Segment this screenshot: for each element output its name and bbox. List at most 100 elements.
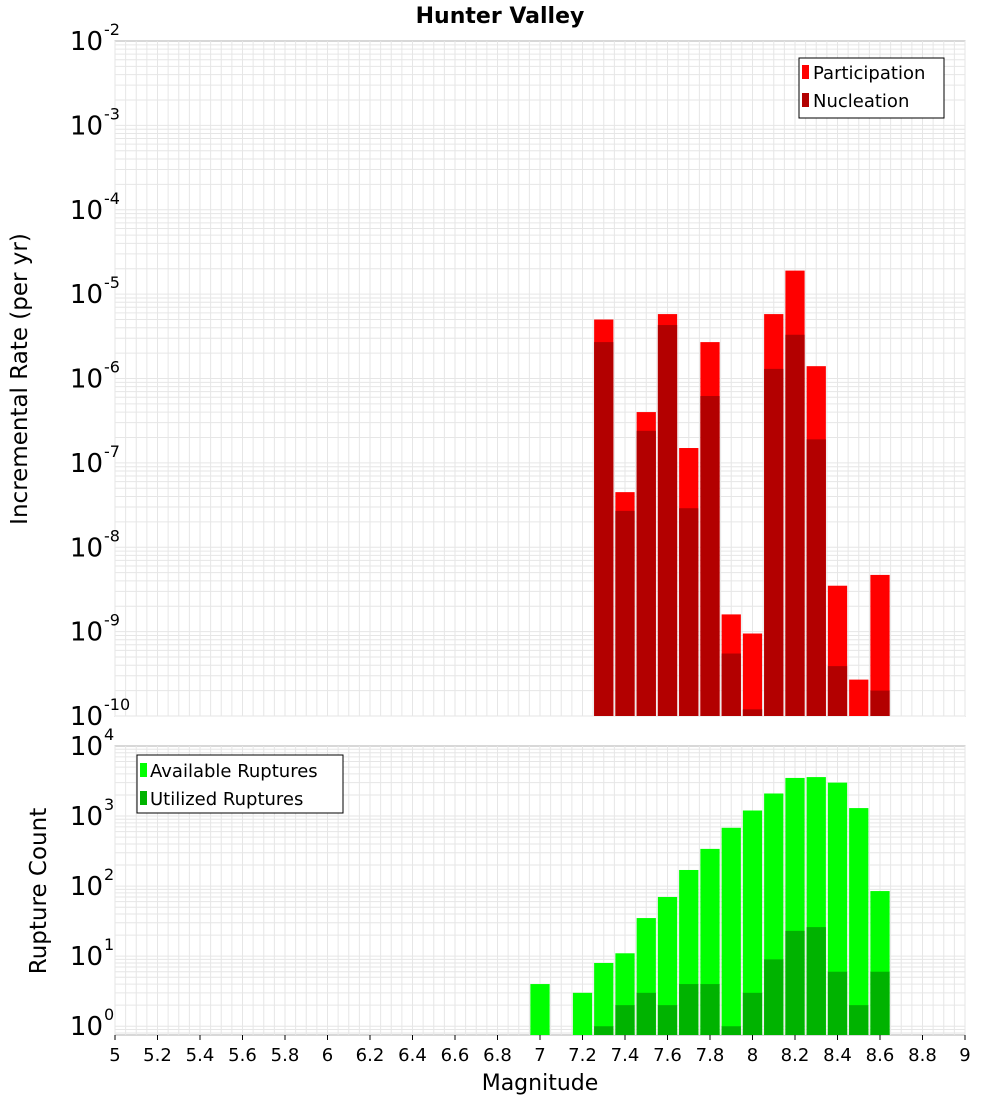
y-tick-label: 10 [70,618,103,648]
participation-legend-swatch [802,65,809,79]
y-tick-exponent: -9 [104,611,120,630]
x-tick-label: 8.2 [781,1045,810,1066]
participation-legend-label: Participation [813,63,925,84]
x-tick-label: 8.6 [866,1045,895,1066]
x-tick-label: 8.4 [823,1045,852,1066]
y-tick-label: 10 [70,111,103,141]
bar-available-ruptures [849,808,869,1035]
bar-utilized-ruptures [721,1026,741,1035]
x-tick-label: 5.8 [271,1045,300,1066]
bar-participation [870,574,890,716]
y-tick-label: 10 [70,872,103,902]
bar-utilized-ruptures [785,930,805,1035]
x-tick-label: 7.4 [611,1045,640,1066]
y-tick-exponent: 0 [104,1005,114,1024]
x-tick-label: 7.8 [696,1045,725,1066]
y-tick-label: 10 [70,533,103,563]
bar-nucleation [615,510,635,716]
y-tick-label: 10 [70,280,103,310]
bar-utilized-ruptures [679,984,699,1035]
chart-title: Hunter Valley [416,4,585,29]
x-tick-label: 6.6 [441,1045,470,1066]
bar-participation [742,633,763,716]
y-tick-label: 10 [70,365,103,395]
y-tick-label: 10 [70,1012,103,1042]
bar-utilized-ruptures [700,984,720,1035]
y-tick-exponent: 2 [104,865,114,884]
y-tick-label: 10 [70,802,103,832]
bar-nucleation [827,666,848,716]
x-tick-labels: 5 5.2 5.4 5.6 5.8 6 6.2 6.4 6.6 6.8 7 7.2 7.4 7.6 7.8 8… [109,1035,971,1066]
bar-utilized-ruptures [636,992,656,1035]
y-tick-exponent: -7 [104,442,120,461]
bar-nucleation [870,690,890,716]
bar-utilized-ruptures [849,1005,869,1035]
bar-available-ruptures [721,827,741,1035]
y-tick-exponent: -4 [104,189,120,208]
bar-utilized-ruptures [742,992,763,1035]
bar-utilized-ruptures [764,959,784,1035]
x-tick-label: 5.6 [228,1045,257,1066]
y-tick-label: 10 [70,942,103,972]
y-tick-exponent: 1 [104,935,114,954]
top-legend: Participation Nucleation [798,57,945,119]
y-tick-exponent: 4 [104,725,114,744]
utilized-legend-label: Utilized Ruptures [150,789,303,810]
bar-available-ruptures [530,984,550,1035]
y-tick-label: 10 [70,449,103,479]
x-tick-label: 6.2 [356,1045,385,1066]
y-tick-label: 10 [70,27,103,57]
bar-utilized-ruptures [827,971,848,1035]
x-tick-label: 6 [322,1045,333,1066]
bar-nucleation [636,430,656,716]
x-tick-label: 5 [109,1045,120,1066]
top-legend-box [798,57,945,119]
top-y-axis-label: Incremental Rate (per yr) [7,233,33,525]
nucleation-legend-label: Nucleation [813,91,909,112]
bar-nucleation [721,653,741,716]
bar-nucleation [700,396,720,716]
x-tick-label: 8 [747,1045,758,1066]
bar-available-ruptures [657,896,678,1035]
bar-utilized-ruptures [594,1026,614,1035]
bottom-legend: Available Ruptures Utilized Ruptures [136,754,344,814]
y-tick-label: 10 [70,732,103,762]
available-legend-label: Available Ruptures [150,761,318,782]
x-tick-label: 7 [534,1045,545,1066]
bar-nucleation [657,325,678,716]
bar-participation [849,679,869,716]
x-tick-label: 6.8 [483,1045,512,1066]
x-tick-label: 5.2 [143,1045,172,1066]
x-tick-label: 6.4 [398,1045,427,1066]
y-tick-exponent: 3 [104,795,114,814]
y-tick-exponent: -3 [104,104,120,123]
bar-nucleation [806,439,826,716]
bar-available-ruptures [742,810,763,1035]
y-tick-exponent: -5 [104,273,120,292]
bar-utilized-ruptures [806,927,826,1035]
bar-nucleation [594,342,614,716]
utilized-legend-swatch [140,791,147,805]
bottom-legend-box [136,754,344,814]
x-tick-label: 7.6 [653,1045,682,1066]
y-tick-exponent: -8 [104,526,120,545]
bar-nucleation [742,709,763,716]
bar-nucleation [785,334,805,716]
bar-utilized-ruptures [657,1005,678,1035]
y-tick-label: 10 [70,196,103,226]
x-tick-label: 7.2 [568,1045,597,1066]
bottom-bars [530,777,890,1035]
x-tick-label: 5.4 [186,1045,215,1066]
bar-nucleation [679,508,699,716]
bar-nucleation [764,368,784,716]
y-tick-exponent: -6 [104,358,120,377]
available-legend-swatch [140,763,147,777]
bar-utilized-ruptures [870,971,890,1035]
x-tick-label: 8.8 [908,1045,937,1066]
bar-utilized-ruptures [615,1005,635,1035]
nucleation-legend-swatch [802,93,809,107]
